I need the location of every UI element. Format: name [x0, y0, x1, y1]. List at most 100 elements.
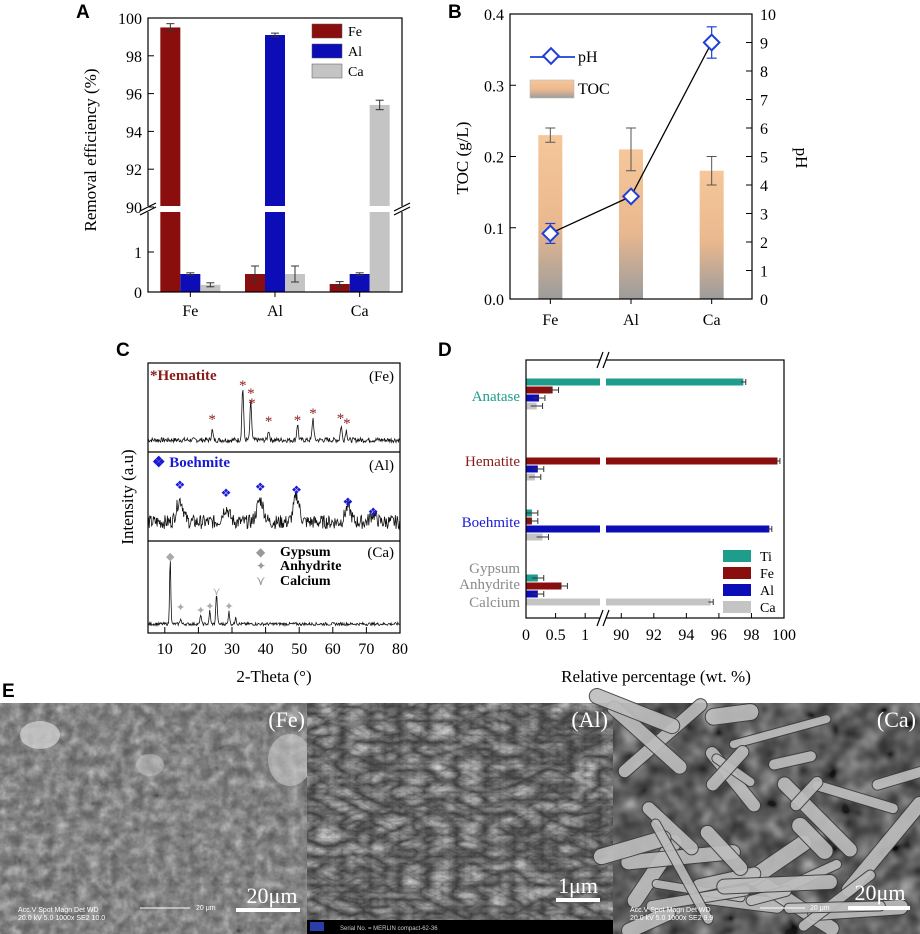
d-legend-label-al: Al — [760, 584, 774, 599]
sem-ca-info-1: Acc.V Spot Magn Det WD — [630, 907, 711, 914]
rod-17 — [728, 714, 832, 750]
chart-b-ytick-right-5: 5 — [760, 150, 768, 167]
ca-legend: ◆ Gypsum ✦ Anhydrite ⋎ Calcium — [256, 545, 341, 589]
d-legend-swatch-fe — [723, 567, 751, 579]
sem-fe-scale: 20μm — [247, 883, 298, 908]
chart-b-xtick-fe: Fe — [542, 312, 558, 329]
sem-fe-info-2: 20.0 kV 5.0 1000x SE2 10.0 — [18, 915, 105, 922]
panel-label-d: D — [438, 340, 452, 361]
panel-label-b: B — [448, 2, 462, 23]
ca-peak-4: ⋎ — [213, 586, 221, 598]
sem-fe-bar-label: 20 μm — [196, 905, 216, 912]
chart-d-bars — [526, 378, 781, 606]
hbar-3-fe — [526, 582, 562, 590]
chart-d-category-boehmite: Boehmite — [462, 515, 521, 531]
hematite-peak-4: * — [265, 414, 273, 430]
anhydrite-symbol: ✦ — [256, 559, 266, 573]
panel-label-c: C — [116, 340, 130, 361]
hematite-marker: * — [150, 368, 158, 384]
chart-a-bars — [160, 23, 390, 292]
hematite-peak-0: * — [208, 412, 216, 428]
chart-d-category-gypsum: Gypsum — [469, 561, 520, 577]
ph-point-al — [621, 187, 641, 206]
boehmite-peak-1: ❖ — [221, 486, 232, 500]
chart-d-xtick-1: 1 — [581, 627, 589, 644]
panel-d: D 0 0.5 1 90 92 94 96 98 100 Anatase Hematite Boeh… — [438, 340, 796, 686]
hbar-3-ti — [526, 574, 538, 582]
chart-b-ytick-left-0.0: 0.0 — [484, 292, 504, 309]
sem-fe-tag: (Fe) — [268, 707, 305, 732]
toc-legend-swatch — [529, 79, 575, 99]
toc-bar-al — [619, 149, 643, 299]
chart-a-legend: Fe Al Ca — [311, 23, 364, 80]
rod-25 — [705, 744, 750, 792]
chart-b-ytick-right-9: 9 — [760, 36, 768, 53]
boehmite-peak-3: ❖ — [291, 483, 302, 497]
hematite-peak-1: * — [239, 378, 247, 394]
panel-label-a: A — [76, 2, 90, 23]
chart-b-ytick-right-8: 8 — [760, 64, 768, 81]
gypsum-symbol: ◆ — [256, 545, 266, 559]
toc-bar-ca — [699, 170, 724, 299]
ca-peak-0: ◆ — [166, 551, 175, 563]
d-legend-swatch-ca — [723, 601, 751, 613]
boehmite-peak-4: ❖ — [343, 495, 354, 509]
chart-a-ytick-98: 98 — [126, 49, 142, 66]
hbar-1-al — [526, 465, 538, 473]
hbar-3-ca — [526, 598, 711, 606]
d-legend-label-ca: Ca — [760, 601, 776, 616]
legend-swatch-fe — [311, 23, 343, 39]
chart-b-ytick-right-2: 2 — [760, 235, 768, 252]
rod-18 — [768, 750, 817, 771]
xrd-trace-ca — [147, 561, 400, 628]
sem-ca-rods — [588, 688, 920, 934]
chart-d-axes — [525, 350, 785, 628]
xrd-al-tag: (Al) — [369, 458, 394, 474]
sem-ca-image: (Ca) 20μm Acc.V Spot Magn Det WD 20.0 kV… — [588, 688, 920, 934]
chart-d-xtick-96: 96 — [711, 627, 727, 644]
chart-a-xtick-al: Al — [267, 303, 284, 320]
chart-c-peak-markers: ** *** * * **❖❖ ❖ ❖❖❖◆✦ ✦ ✦⋎✦ — [166, 378, 379, 617]
hematite-peak-8: * — [343, 416, 351, 432]
hbar-3-al — [526, 590, 538, 598]
chart-d-xtick-100: 100 — [772, 627, 796, 644]
sem-al-scale: 1μm — [558, 873, 598, 898]
chart-d-xtick-92: 92 — [646, 627, 662, 644]
chart-d-category-hematite: Hematite — [465, 454, 520, 470]
sem-ca-scale: 20μm — [855, 880, 906, 905]
chart-b-ytick-left-0.4: 0.4 — [484, 7, 504, 24]
calcium-symbol: ⋎ — [256, 573, 266, 588]
chart-a-xtick-ca: Ca — [351, 303, 369, 320]
d-legend-label-fe: Fe — [760, 567, 774, 582]
bar-fe-fe — [160, 27, 181, 292]
anhydrite-label: Anhydrite — [280, 559, 341, 574]
legend-swatch-al — [311, 43, 343, 59]
boehmite-peak-5: ❖ — [368, 505, 379, 519]
ca-peak-1: ✦ — [176, 602, 185, 614]
rod-29 — [592, 829, 672, 866]
chart-a-ticks: Fe Al Ca 100 98 96 94 92 90 1 0 — [118, 11, 369, 320]
hematite-legend: *Hematite — [150, 368, 217, 384]
legend-label-fe: Fe — [348, 25, 362, 40]
chart-b-ytick-right-4: 4 — [760, 178, 768, 195]
hbar-2-al — [526, 525, 770, 533]
chart-c-xtick-80: 80 — [392, 641, 408, 658]
hbar-0-al — [526, 394, 540, 402]
d-legend-label-ti: Ti — [760, 550, 772, 565]
chart-a-ylabel: Removal efficiency (%) — [81, 68, 100, 231]
chart-c-xtick-60: 60 — [325, 641, 341, 658]
sem-ca-tag: (Ca) — [877, 707, 916, 732]
ph-point-fe — [541, 224, 560, 243]
panel-e: E (Fe) 20μm Acc.V Spot Magn Det WD 20.0 … — [0, 681, 920, 934]
rod-23 — [699, 824, 749, 876]
chart-d-xtick-98: 98 — [743, 627, 759, 644]
chart-b-ytick-right-10: 10 — [760, 7, 776, 24]
hbar-2-ca — [526, 533, 543, 541]
bar-ca-fe — [200, 284, 221, 292]
rod-31 — [716, 873, 838, 895]
chart-b-ticks: Fe Al Ca 0.0 0.1 0.2 0.3 0.4 0 1 2 3 4 5 6 7 8 9 10 — [484, 7, 776, 329]
sem-ca-info-2: 20.0 kV 5.0 1000x SE2 9.9 — [630, 915, 713, 922]
sem-al-image: Serial No. = MERLIN compact-62-36 (Al) 1… — [307, 703, 613, 934]
chart-c-frame — [147, 362, 401, 634]
